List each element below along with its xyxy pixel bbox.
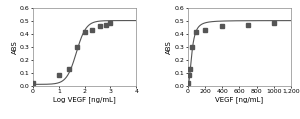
X-axis label: VEGF [ng/mL]: VEGF [ng/mL] xyxy=(215,96,263,103)
Y-axis label: ABS: ABS xyxy=(12,40,18,54)
Y-axis label: ABS: ABS xyxy=(167,40,172,54)
X-axis label: Log VEGF [ng/mL]: Log VEGF [ng/mL] xyxy=(53,96,116,103)
